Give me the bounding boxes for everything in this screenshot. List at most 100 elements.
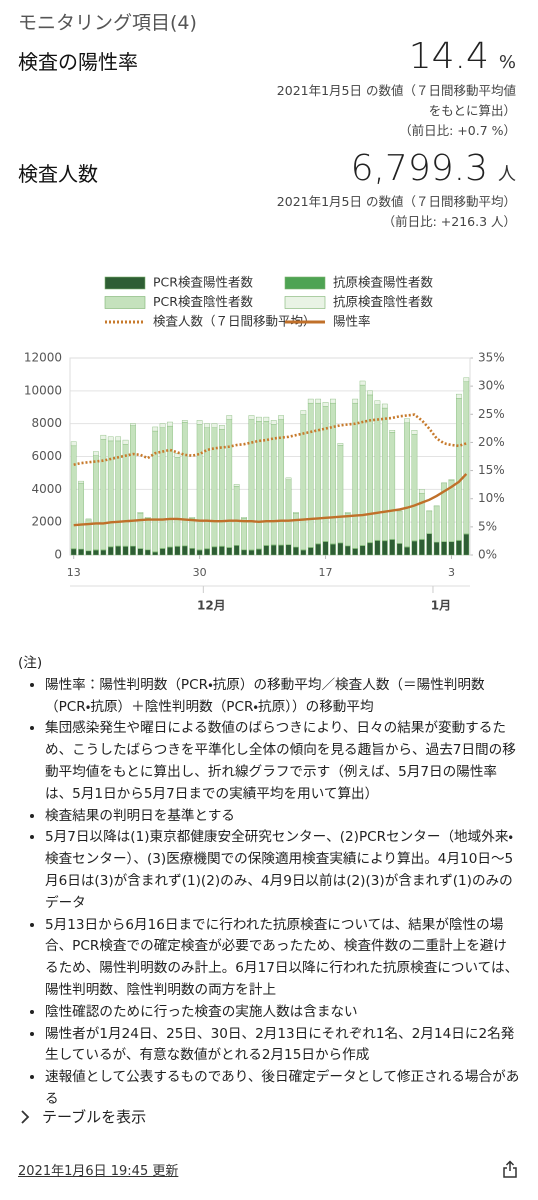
bar-segment [93,451,99,456]
bar-segment [396,511,403,544]
notes: (注) 陽性率：陽性判明数（PCR・抗原）の移動平均／検査人数（＝陽性判明数（P… [18,653,520,1111]
bar-segment [352,548,359,556]
y2-tick-label: 0% [478,548,497,562]
bar-segment [270,544,277,556]
metric-note: 2021年1月5日 の数値（７日間移動平均） [276,194,516,209]
updated-time: 2021年1月6日 19:45 更新 [18,1164,179,1179]
bar-segment [233,545,240,556]
bar-segment [448,479,455,481]
legend-label: 抗原検査陽性者数 [333,275,434,290]
bar-segment [418,489,425,494]
bar-segment [315,398,322,404]
bar-segment [122,546,129,556]
bar-segment [433,541,440,556]
metric-number: 14.4 [408,36,489,77]
bar-segment [337,445,344,543]
bar-segment [441,482,447,484]
bar-segment [300,414,307,550]
chart: PCR検査陽性者数 抗原検査陽性者数 PCR検査陰性者数 抗原検査陰性者数検査人数（７… [24,275,505,613]
bar-segment [293,546,299,556]
legend-swatch [104,276,146,290]
bar-segment [181,545,188,556]
metric-unit: 人 [498,164,516,185]
metric-change: （前日比: +0.7 %） [399,123,516,138]
bar-segment [115,436,122,442]
bar-segment [463,377,470,383]
bar-segment [152,426,159,432]
bar-segment [115,546,122,556]
bar-segment [137,548,144,556]
bar-segment [241,549,247,556]
bar-segment [344,513,351,547]
legend-label: 抗原検査陰性者数 [333,294,434,309]
bar-segment [241,517,247,519]
bar-segment [426,510,433,512]
note-item: 陰性確認のために行った検査の実施人数は含まない [45,1002,520,1024]
x-tick-label: 3 [448,566,455,579]
bar-segment [344,545,351,556]
bar-segment [278,415,284,420]
bar-segment [211,427,218,547]
rate-line [73,473,468,527]
bar-segment [433,505,440,507]
bar-segment [270,424,277,545]
x-tick-label: 13 [67,566,81,579]
bar-segment [233,486,240,546]
note-item: 集団感染発生や曜日による数値のばらつきにより、日々の結果が変動するため、こうした… [45,718,520,805]
metric-change: （前日比: +216.3 人） [382,214,516,229]
bar-segment [181,420,188,423]
metric-note: 2021年1月5日 の数値（７日間移動平均値をもとに算出） [276,83,516,118]
bar-segment [367,542,373,556]
bar-segment [144,517,151,519]
bar-segment [441,541,447,556]
bar-segment [248,419,255,551]
bar-segment [85,550,92,556]
bar-segment [107,436,114,442]
note-item: 速報値として公表するものであり、後日確定データとして修正される場合がある [45,1067,520,1111]
bar-segment [285,477,292,481]
metric-label: 検査人数 [18,162,98,186]
bar-segment [285,544,292,556]
bar-segment [100,439,107,550]
bar-segment [330,402,336,544]
bar-segment [70,548,77,556]
bar-segment [137,512,144,514]
bar-segment [270,420,277,425]
bar-segment [263,416,270,422]
share-icon[interactable] [502,1160,518,1178]
legend-label: 陽性率 [333,314,371,329]
y2-tick-label: 20% [478,435,505,449]
y2-tick-label: 25% [478,407,505,421]
bar-segment [293,513,299,548]
bar-segment [411,540,418,556]
bar-segment [315,543,322,556]
bar-segment [448,541,455,556]
bar-segment [233,484,240,487]
bar-segment [256,549,262,556]
bar-segment [381,540,388,556]
table-toggle[interactable]: テーブルを表示 [20,1106,146,1127]
bar-segment [167,421,173,427]
bar-segment [256,416,262,422]
bar-segment [144,549,151,556]
table-toggle-label[interactable]: テーブルを表示 [42,1108,147,1126]
bar-segment [167,547,173,556]
y-tick-label: 6000 [31,449,62,463]
legend-label: PCR検査陽性者数 [153,275,253,290]
bar-segment [85,518,92,521]
bar-segment [404,422,410,547]
bar-segment [374,400,381,405]
bar-segment [322,406,329,542]
bar-segment [167,425,173,548]
legend-swatch [284,296,326,309]
bar-segment [122,443,129,547]
bar-segment [418,539,425,556]
bar-segment [226,415,233,420]
bar-segment [315,402,322,544]
bar-segment [211,546,218,556]
notes-list: 陽性率：陽性判明数（PCR・抗原）の移動平均／検査人数（＝陽性判明数（PCR・抗… [18,675,520,1111]
bar-segment [130,425,136,547]
bar-segment [93,455,99,550]
bar-segment [100,549,107,556]
bar-segment [204,548,210,556]
